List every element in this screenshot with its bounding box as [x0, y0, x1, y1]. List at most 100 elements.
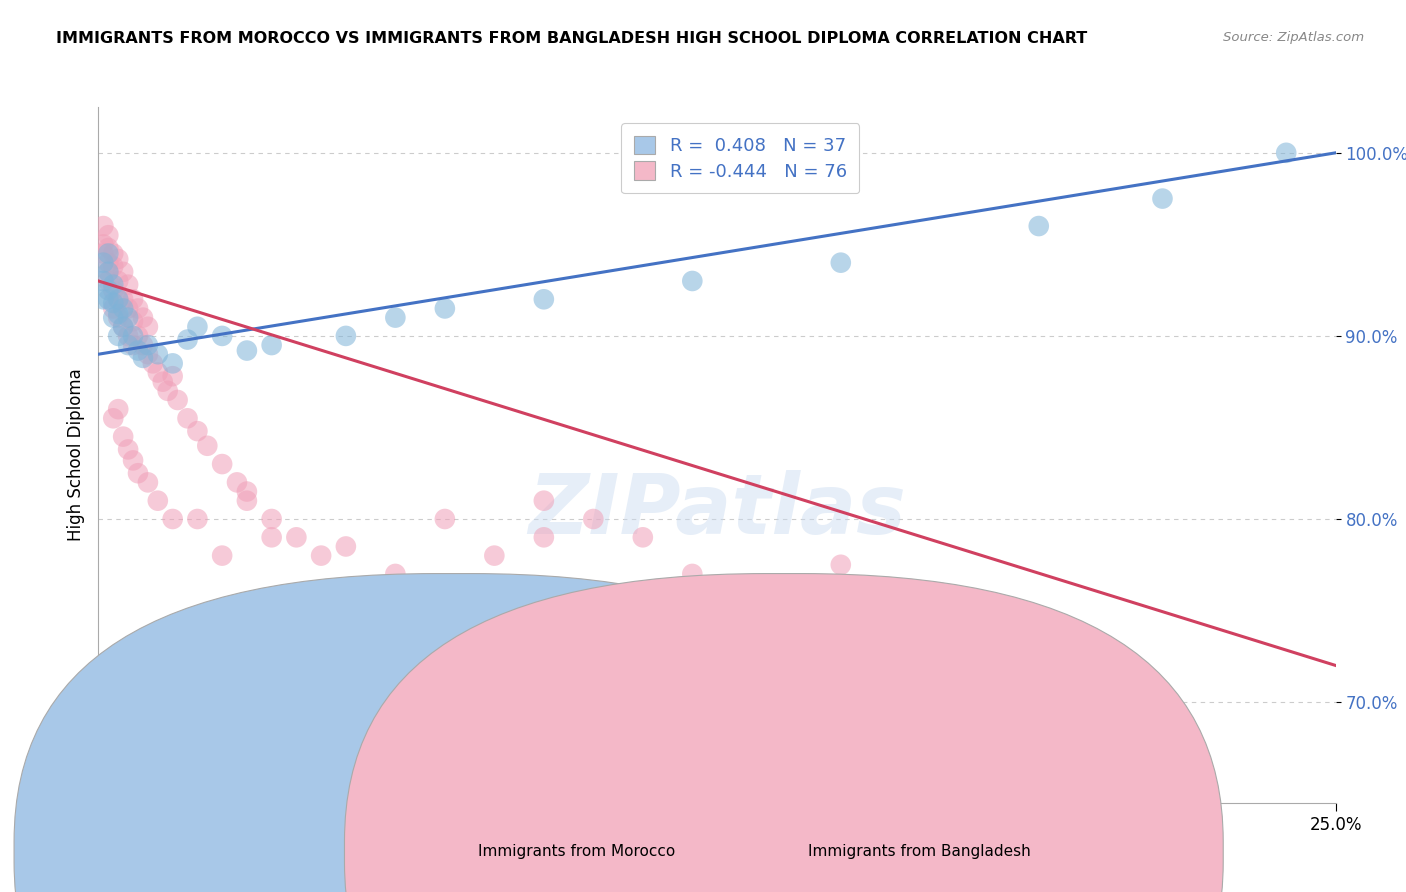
Point — [107, 310, 129, 325]
Point — [103, 260, 125, 274]
Point — [166, 392, 188, 407]
Point — [117, 329, 139, 343]
Point — [830, 558, 852, 572]
Point — [103, 246, 125, 260]
Point — [103, 283, 125, 297]
Point — [211, 457, 233, 471]
Point — [132, 310, 155, 325]
Point — [107, 329, 129, 343]
Point — [260, 512, 283, 526]
Point — [93, 274, 115, 288]
Point — [433, 512, 456, 526]
Point — [127, 343, 149, 358]
Point — [112, 319, 135, 334]
Legend: R =  0.408   N = 37, R = -0.444   N = 76: R = 0.408 N = 37, R = -0.444 N = 76 — [621, 123, 859, 194]
Point — [107, 307, 129, 321]
Point — [211, 549, 233, 563]
Point — [117, 301, 139, 316]
Point — [142, 356, 165, 370]
Point — [186, 424, 208, 438]
Point — [107, 293, 129, 307]
Point — [97, 274, 120, 288]
Point — [127, 301, 149, 316]
Point — [533, 530, 555, 544]
Point — [1028, 640, 1050, 655]
Point — [117, 442, 139, 457]
Point — [132, 351, 155, 365]
Point — [146, 347, 169, 361]
Point — [384, 566, 406, 581]
Point — [533, 293, 555, 307]
Point — [335, 329, 357, 343]
Point — [107, 252, 129, 266]
Point — [162, 356, 184, 370]
Point — [93, 255, 115, 269]
Point — [731, 585, 754, 599]
Point — [97, 246, 120, 260]
Point — [830, 255, 852, 269]
Point — [1152, 192, 1174, 206]
Point — [112, 319, 135, 334]
Point — [1028, 219, 1050, 233]
Point — [127, 467, 149, 481]
Point — [195, 439, 218, 453]
Point — [97, 283, 120, 297]
Point — [136, 338, 159, 352]
Point — [97, 293, 120, 307]
Point — [136, 319, 159, 334]
Point — [879, 622, 901, 636]
Point — [122, 314, 145, 328]
Point — [928, 585, 950, 599]
Point — [93, 293, 115, 307]
Point — [176, 411, 198, 425]
Point — [285, 530, 308, 544]
Text: Immigrants from Morocco: Immigrants from Morocco — [478, 845, 675, 859]
Point — [122, 329, 145, 343]
Point — [260, 530, 283, 544]
Text: Source: ZipAtlas.com: Source: ZipAtlas.com — [1223, 31, 1364, 45]
Point — [780, 603, 803, 617]
Point — [236, 484, 259, 499]
Point — [117, 338, 139, 352]
Point — [928, 658, 950, 673]
Point — [122, 453, 145, 467]
Point — [186, 319, 208, 334]
Point — [97, 241, 120, 255]
Point — [112, 293, 135, 307]
Point — [97, 228, 120, 243]
Point — [335, 540, 357, 554]
Point — [146, 493, 169, 508]
Point — [93, 219, 115, 233]
Point — [122, 338, 145, 352]
Point — [226, 475, 249, 490]
Point — [93, 246, 115, 260]
Point — [97, 265, 120, 279]
Point — [117, 277, 139, 292]
Point — [484, 549, 506, 563]
Point — [107, 274, 129, 288]
Point — [103, 411, 125, 425]
Point — [112, 301, 135, 316]
Point — [731, 585, 754, 599]
Point — [162, 512, 184, 526]
Point — [186, 512, 208, 526]
Point — [112, 265, 135, 279]
Point — [152, 375, 174, 389]
Point — [112, 429, 135, 443]
Text: Immigrants from Bangladesh: Immigrants from Bangladesh — [808, 845, 1031, 859]
Point — [132, 338, 155, 352]
Point — [162, 369, 184, 384]
Point — [136, 347, 159, 361]
Point — [103, 277, 125, 292]
Point — [103, 301, 125, 316]
Point — [384, 310, 406, 325]
Point — [107, 293, 129, 307]
Point — [117, 310, 139, 325]
Point — [156, 384, 179, 398]
Point — [681, 566, 703, 581]
Point — [103, 296, 125, 310]
Point — [309, 549, 332, 563]
Point — [433, 301, 456, 316]
Point — [107, 402, 129, 417]
Point — [127, 329, 149, 343]
